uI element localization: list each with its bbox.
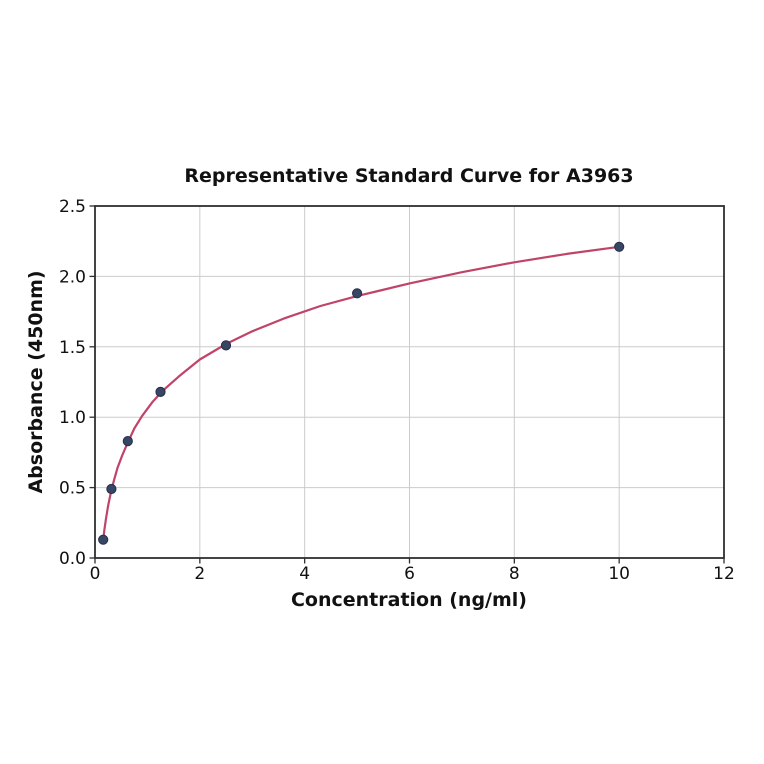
chart-title: Representative Standard Curve for A3963 xyxy=(184,165,633,187)
gridlines xyxy=(95,206,724,558)
tick-marks xyxy=(89,205,725,564)
y-tick-label: 2.0 xyxy=(59,267,86,287)
data-point xyxy=(352,288,363,299)
data-point xyxy=(106,483,117,495)
y-tick-label: 1.5 xyxy=(59,338,86,358)
y-tick-label: 0.0 xyxy=(59,549,86,569)
data-point xyxy=(614,241,625,252)
tick-labels: 0 2 4 6 8 10 12 0.0 0.5 1.0 1.5 2.0 2.5 xyxy=(59,197,735,584)
x-tick-label: 4 xyxy=(299,564,310,584)
data-point xyxy=(122,436,133,447)
x-tick-label: 8 xyxy=(509,564,520,584)
data-point xyxy=(98,534,109,545)
x-tick-label: 6 xyxy=(404,564,415,584)
x-axis-label: Concentration (ng/ml) xyxy=(291,589,527,611)
y-tick-label: 0.5 xyxy=(59,479,86,499)
data-point xyxy=(220,340,232,351)
x-tick-label: 12 xyxy=(713,564,735,584)
y-tick-label: 2.5 xyxy=(59,197,86,217)
data-point xyxy=(155,386,166,397)
x-tick-label: 10 xyxy=(608,564,630,584)
y-tick-label: 1.0 xyxy=(59,408,86,428)
data-points xyxy=(98,241,625,545)
x-tick-label: 0 xyxy=(90,564,101,584)
y-axis-label: Absorbance (450nm) xyxy=(25,270,47,493)
x-tick-label: 2 xyxy=(194,564,205,584)
